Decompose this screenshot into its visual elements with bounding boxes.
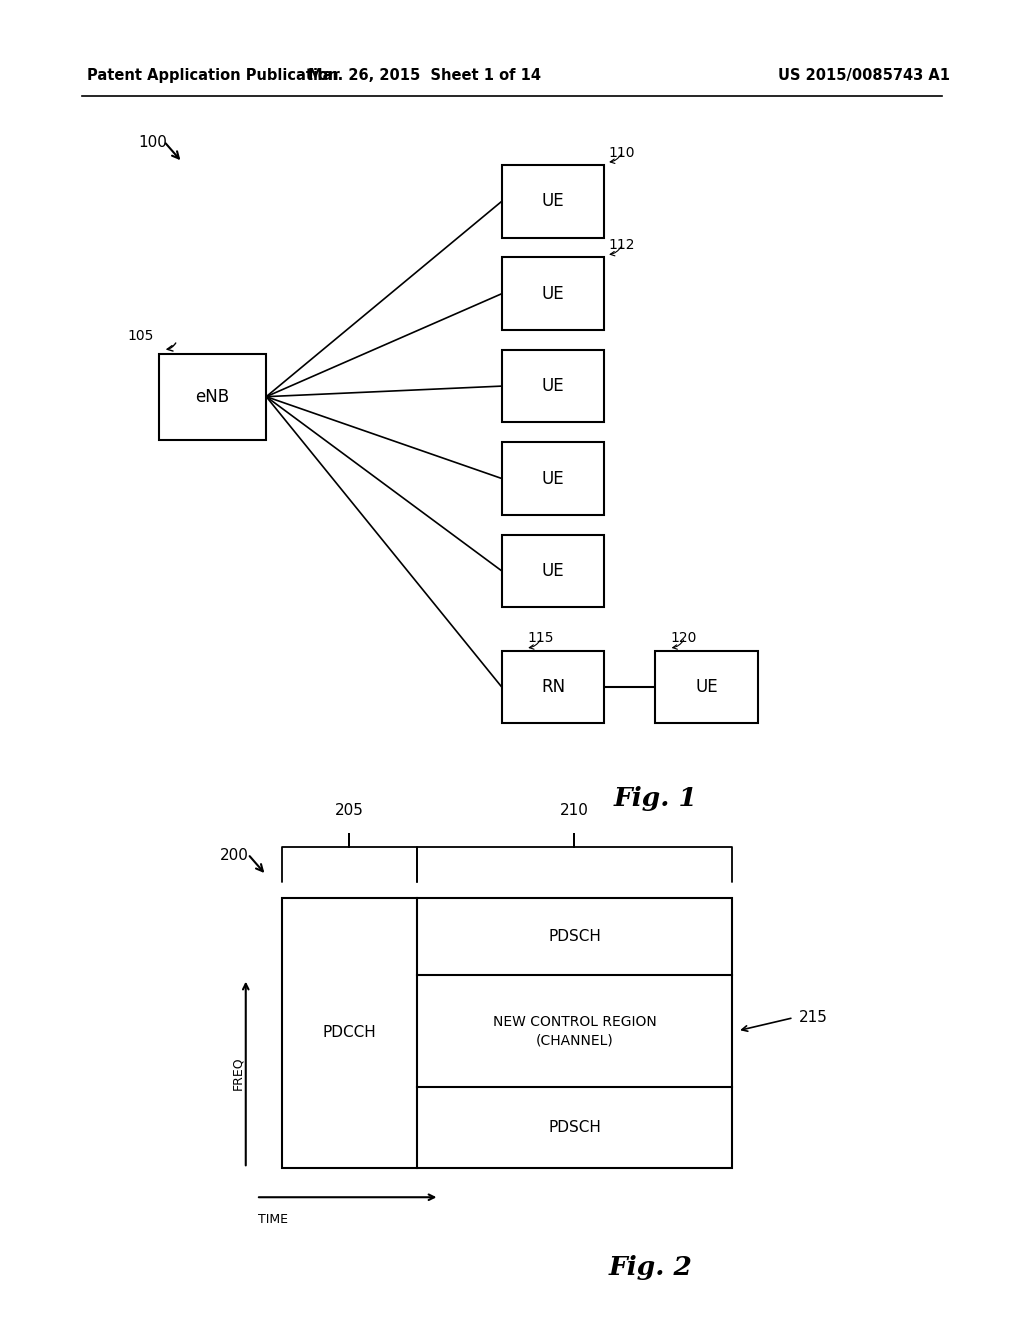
Bar [282, 898, 732, 1168]
Text: 100: 100 [138, 135, 167, 150]
Text: PDSCH: PDSCH [548, 1121, 601, 1135]
Text: 110: 110 [608, 145, 635, 160]
Text: 210: 210 [560, 804, 589, 818]
Text: UE: UE [695, 678, 718, 696]
Text: UE: UE [542, 285, 564, 302]
Text: UE: UE [542, 193, 564, 210]
Text: UE: UE [542, 378, 564, 395]
Bar [655, 651, 758, 723]
Text: eNB: eNB [196, 388, 229, 405]
Text: PDSCH: PDSCH [548, 929, 601, 944]
Text: Mar. 26, 2015  Sheet 1 of 14: Mar. 26, 2015 Sheet 1 of 14 [308, 67, 542, 83]
Text: 105: 105 [127, 329, 154, 343]
Text: TIME: TIME [258, 1213, 288, 1226]
Text: 205: 205 [335, 804, 364, 818]
Text: US 2015/0085743 A1: US 2015/0085743 A1 [778, 67, 950, 83]
Text: Fig. 2: Fig. 2 [608, 1255, 692, 1279]
Text: 215: 215 [799, 1010, 827, 1026]
Bar [502, 651, 604, 723]
Text: RN: RN [541, 678, 565, 696]
Bar [159, 354, 266, 440]
Text: 115: 115 [527, 631, 554, 645]
Bar [502, 165, 604, 238]
Text: Patent Application Publication: Patent Application Publication [87, 67, 339, 83]
Text: FREQ: FREQ [231, 1057, 244, 1090]
Text: 120: 120 [671, 631, 697, 645]
Bar [502, 442, 604, 515]
Bar [502, 257, 604, 330]
Text: 112: 112 [608, 238, 635, 252]
Text: UE: UE [542, 470, 564, 487]
Bar [502, 350, 604, 422]
Text: UE: UE [542, 562, 564, 579]
Text: Fig. 1: Fig. 1 [613, 787, 697, 810]
Text: NEW CONTROL REGION
(CHANNEL): NEW CONTROL REGION (CHANNEL) [493, 1015, 656, 1047]
Text: 200: 200 [220, 847, 249, 863]
Text: PDCCH: PDCCH [323, 1026, 376, 1040]
Bar [502, 535, 604, 607]
